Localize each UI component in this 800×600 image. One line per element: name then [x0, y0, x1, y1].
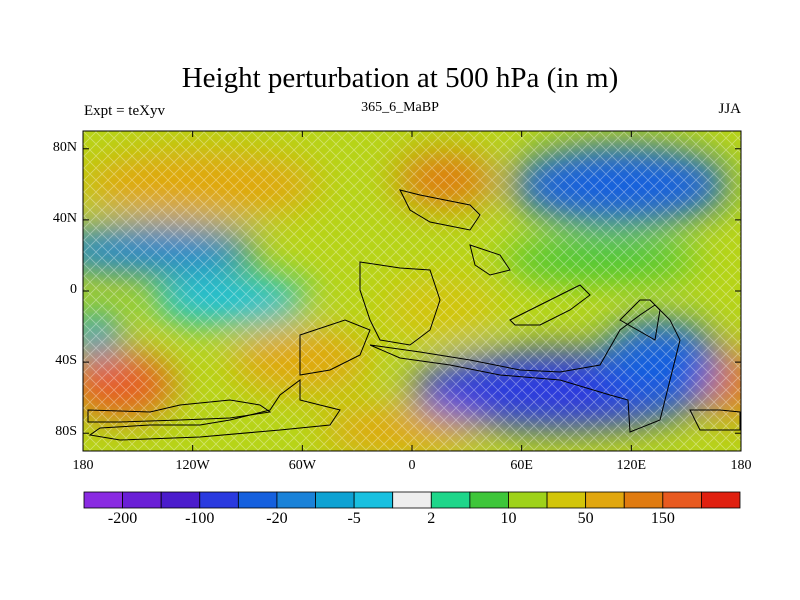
colorbar-swatch [199, 491, 239, 509]
colorbar-swatch [237, 491, 278, 509]
period-label: 365_6_MaBP [361, 100, 439, 115]
colorbar [83, 491, 741, 509]
lon-tick-label: 120E [616, 458, 647, 473]
colorbar-label: -5 [347, 510, 361, 527]
lon-tick-label: 60W [288, 458, 316, 473]
lat-tick-label: 80N [52, 139, 77, 155]
lat-tick-label: 0 [70, 282, 77, 297]
colorbar-swatch [508, 491, 548, 509]
map-ticks [82, 131, 742, 451]
lat-tick-label: 80S [55, 424, 77, 440]
colorbar-label: -20 [266, 510, 288, 527]
colorbar-swatch [353, 491, 394, 509]
coastlines [87, 189, 741, 441]
map-field [83, 131, 741, 451]
lon-tick-label: 120W [175, 458, 210, 473]
season-label: JJA [718, 101, 741, 117]
colorbar-swatch [315, 491, 355, 509]
colorbar-label: -200 [107, 510, 138, 527]
colorbar-swatch [662, 491, 702, 509]
colorbar-swatch [83, 491, 123, 509]
plot-title: Height perturbation at 500 hPa (in m) [181, 62, 619, 94]
lon-tick-label: 0 [408, 458, 416, 473]
colorbar-label: -100 [185, 510, 215, 527]
colorbar-swatch [546, 491, 587, 509]
colorbar-swatch [701, 491, 741, 509]
colorbar-swatch [585, 491, 625, 509]
colorbar-label: 10 [500, 510, 517, 527]
colorbar-swatch [623, 491, 664, 509]
lon-tick-label: 180 [730, 458, 752, 473]
lon-tick-label: 180 [72, 458, 94, 473]
lat-tick-label: 40N [52, 210, 77, 226]
colorbar-label: 2 [427, 510, 436, 527]
lon-tick-label: 60E [510, 458, 533, 473]
experiment-label: Expt = teXyv [84, 103, 165, 119]
colorbar-label: 150 [650, 510, 675, 527]
colorbar-swatch [430, 491, 471, 509]
colorbar-swatch [276, 491, 316, 509]
colorbar-swatch [122, 491, 162, 509]
colorbar-swatch [469, 491, 509, 509]
colorbar-swatch [392, 491, 432, 509]
lat-tick-label: 40S [55, 353, 77, 369]
colorbar-swatch [160, 491, 201, 509]
colorbar-label: 50 [577, 510, 594, 527]
